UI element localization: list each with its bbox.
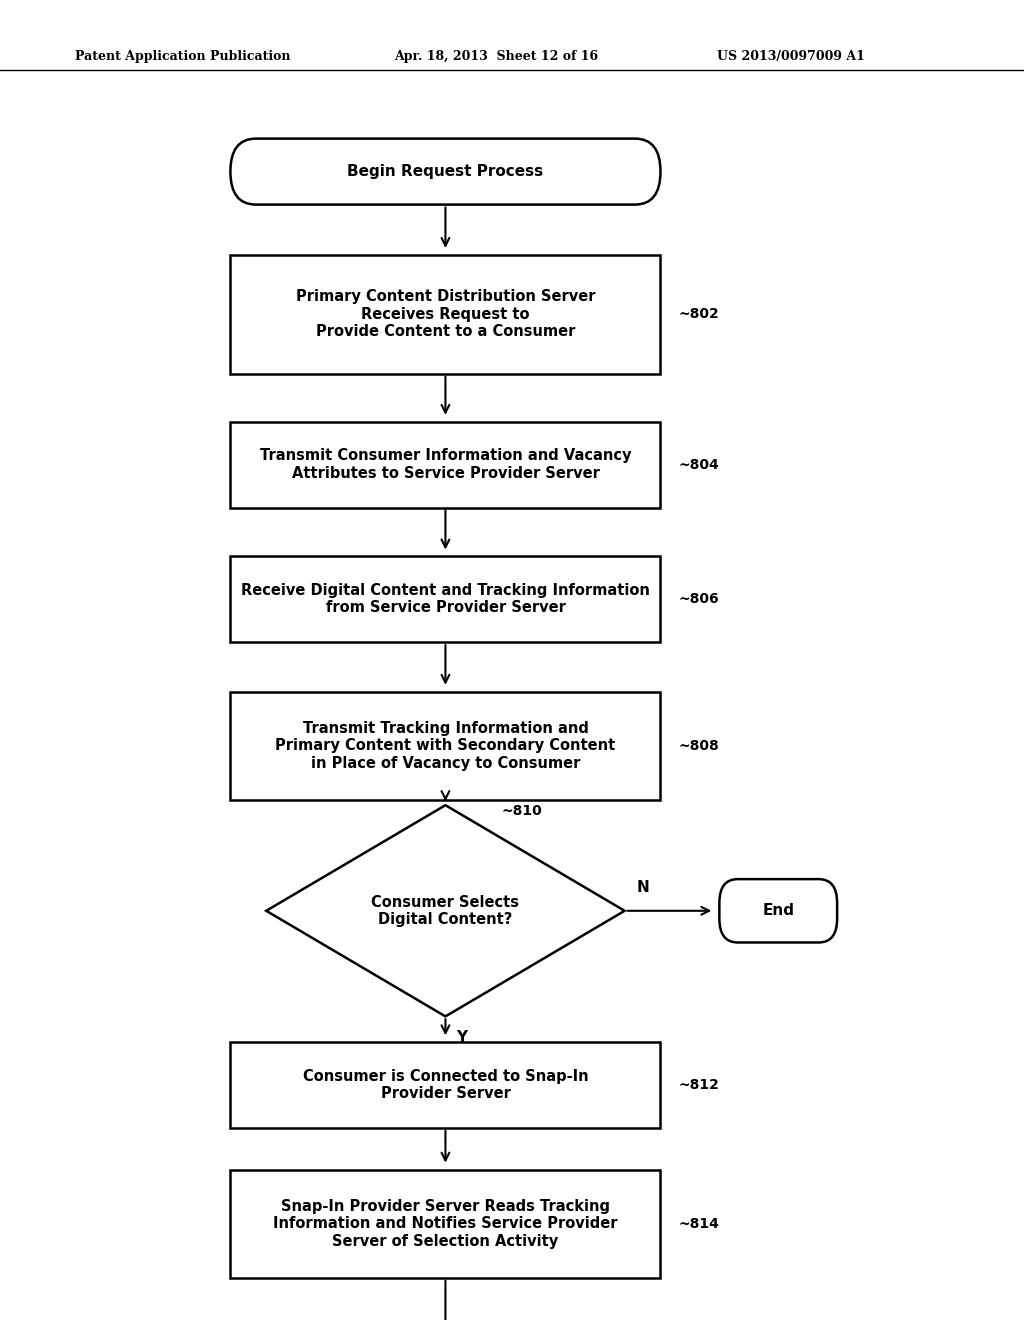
- Text: End: End: [762, 903, 795, 919]
- Text: ~810: ~810: [502, 804, 543, 818]
- Polygon shape: [266, 805, 625, 1016]
- Text: ~814: ~814: [679, 1217, 720, 1230]
- Bar: [230, 255, 660, 374]
- Text: Consumer is Connected to Snap-In
Provider Server: Consumer is Connected to Snap-In Provide…: [303, 1069, 588, 1101]
- Bar: [230, 557, 660, 642]
- FancyBboxPatch shape: [719, 879, 838, 942]
- FancyBboxPatch shape: [230, 139, 660, 205]
- Text: Transmit Consumer Information and Vacancy
Attributes to Service Provider Server: Transmit Consumer Information and Vacanc…: [260, 449, 631, 480]
- Text: Begin Request Process: Begin Request Process: [347, 164, 544, 180]
- Text: US 2013/0097009 A1: US 2013/0097009 A1: [717, 50, 864, 63]
- Bar: [230, 421, 660, 507]
- Text: Receive Digital Content and Tracking Information
from Service Provider Server: Receive Digital Content and Tracking Inf…: [241, 583, 650, 615]
- Text: ~802: ~802: [679, 308, 720, 321]
- Text: ~804: ~804: [679, 458, 720, 471]
- Bar: [230, 692, 660, 800]
- Text: Transmit Tracking Information and
Primary Content with Secondary Content
in Plac: Transmit Tracking Information and Primar…: [275, 721, 615, 771]
- Text: Primary Content Distribution Server
Receives Request to
Provide Content to a Con: Primary Content Distribution Server Rece…: [296, 289, 595, 339]
- Text: Y: Y: [456, 1030, 467, 1044]
- Bar: [230, 1170, 660, 1278]
- Text: Snap-In Provider Server Reads Tracking
Information and Notifies Service Provider: Snap-In Provider Server Reads Tracking I…: [273, 1199, 617, 1249]
- Text: N: N: [637, 880, 649, 895]
- Bar: [230, 1043, 660, 1127]
- Text: Consumer Selects
Digital Content?: Consumer Selects Digital Content?: [372, 895, 519, 927]
- Text: ~806: ~806: [679, 593, 720, 606]
- Text: ~812: ~812: [679, 1078, 720, 1092]
- Text: ~808: ~808: [679, 739, 720, 752]
- Text: Apr. 18, 2013  Sheet 12 of 16: Apr. 18, 2013 Sheet 12 of 16: [394, 50, 598, 63]
- Text: Patent Application Publication: Patent Application Publication: [75, 50, 290, 63]
